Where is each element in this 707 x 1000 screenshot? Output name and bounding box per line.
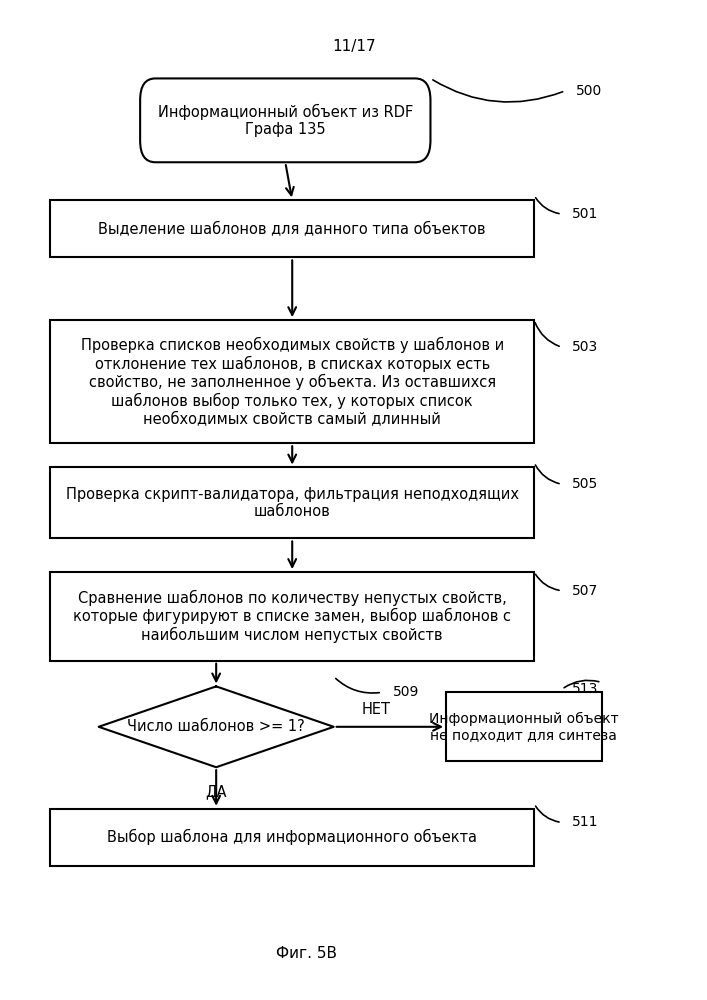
Bar: [446, 692, 602, 761]
Text: 505: 505: [572, 477, 598, 491]
Text: 507: 507: [572, 584, 598, 598]
Text: Сравнение шаблонов по количеству непустых свойств,
которые фигурируют в списке з: Сравнение шаблонов по количеству непусты…: [74, 589, 511, 643]
Bar: [50, 320, 534, 443]
Text: Информационный объект
не подходит для синтеза: Информационный объект не подходит для си…: [429, 712, 619, 742]
Text: 11/17: 11/17: [332, 39, 376, 54]
Text: ДА: ДА: [206, 784, 227, 799]
FancyBboxPatch shape: [140, 78, 431, 162]
Text: 509: 509: [392, 685, 419, 699]
Bar: [50, 809, 534, 866]
Text: Фиг. 5В: Фиг. 5В: [276, 946, 337, 961]
Text: Проверка скрипт-валидатора, фильтрация неподходящих
шаблонов: Проверка скрипт-валидатора, фильтрация н…: [66, 487, 519, 519]
Bar: [50, 467, 534, 538]
Text: 500: 500: [575, 84, 602, 98]
Text: 513: 513: [572, 682, 599, 696]
Text: Информационный объект из RDF
Графа 135: Информационный объект из RDF Графа 135: [158, 104, 413, 137]
Text: Выбор шаблона для информационного объекта: Выбор шаблона для информационного объект…: [107, 829, 477, 845]
Text: НЕТ: НЕТ: [361, 702, 390, 717]
Text: Выделение шаблонов для данного типа объектов: Выделение шаблонов для данного типа объе…: [98, 221, 486, 236]
Text: Проверка списков необходимых свойств у шаблонов и
отклонение тех шаблонов, в спи: Проверка списков необходимых свойств у ш…: [81, 337, 504, 427]
Bar: [50, 572, 534, 661]
Text: Число шаблонов >= 1?: Число шаблонов >= 1?: [127, 719, 305, 734]
Text: 511: 511: [572, 815, 599, 829]
Text: 501: 501: [572, 207, 599, 221]
Text: 503: 503: [572, 340, 598, 354]
Bar: [50, 200, 534, 257]
